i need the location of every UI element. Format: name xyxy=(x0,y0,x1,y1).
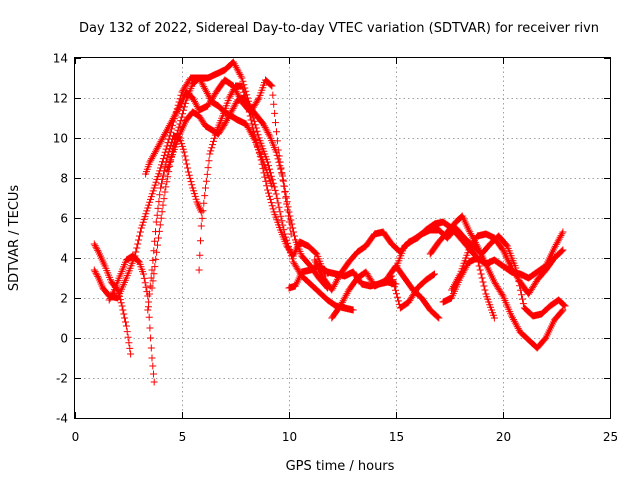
y-tick-label: 0 xyxy=(60,332,68,346)
plot-frame xyxy=(74,57,611,419)
y-tick-label: 4 xyxy=(60,252,68,266)
series-arc-c xyxy=(105,252,158,386)
y-tick-label: -4 xyxy=(56,412,68,426)
x-tick-label: 15 xyxy=(389,430,404,444)
ticks: -4 -2 0 2 4 6 8 10 12 14 0 5 10 15 20 25 xyxy=(53,52,618,445)
x-tick-label: 5 xyxy=(179,430,187,444)
x-tick-label: 10 xyxy=(282,430,297,444)
series-arc-h xyxy=(195,82,329,280)
y-tick-label: 10 xyxy=(53,132,68,146)
y-axis-title: SDTVAR / TECUs xyxy=(7,185,22,292)
y-tick-label: -2 xyxy=(56,372,68,386)
y-tick-label: 14 xyxy=(53,52,68,66)
x-axis-title: GPS time / hours xyxy=(286,459,395,474)
data-point-markers xyxy=(383,262,443,322)
series-arc-o xyxy=(448,230,567,298)
data-point-markers xyxy=(105,252,158,386)
series-arc-p xyxy=(439,254,498,322)
data-point-markers xyxy=(195,82,329,280)
x-tick-label: 25 xyxy=(603,430,618,444)
y-tick-label: 6 xyxy=(60,212,68,226)
data-markers xyxy=(90,58,569,386)
data-point-markers xyxy=(439,254,498,322)
data-point-markers xyxy=(163,94,331,292)
x-tick-label: 0 xyxy=(72,430,80,444)
y-tick-label: 2 xyxy=(60,292,68,306)
y-tick-label: 8 xyxy=(60,172,68,186)
series-arc-l xyxy=(383,262,443,322)
series-arc-g xyxy=(163,94,331,292)
y-tick-label: 12 xyxy=(53,92,68,106)
chart-title: Day 132 of 2022, Sidereal Day-to-day VTE… xyxy=(79,21,599,36)
data-point-markers xyxy=(448,230,567,298)
x-tick-label: 20 xyxy=(496,430,511,444)
